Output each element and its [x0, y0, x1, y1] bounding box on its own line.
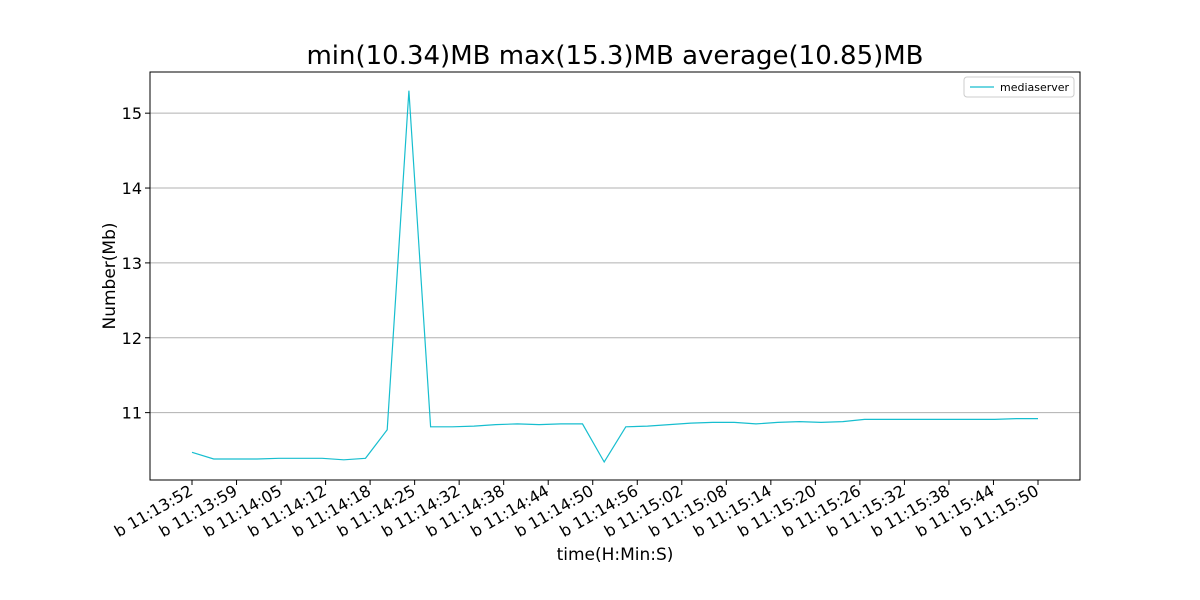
legend: mediaserver — [963, 76, 1075, 98]
y-tick-label: 15 — [122, 104, 142, 123]
series-layer — [191, 90, 1038, 464]
y-tick-label: 12 — [122, 329, 142, 348]
legend-label-mediaserver: mediaserver — [1000, 81, 1070, 94]
y-tick-label: 13 — [122, 254, 142, 273]
y-tick-label: 14 — [122, 179, 142, 198]
series-line-mediaserver — [191, 90, 1038, 464]
chart-title: min(10.34)MB max(15.3)MB average(10.85)M… — [306, 41, 923, 71]
grid — [150, 112, 1080, 414]
legend-box — [963, 76, 1075, 98]
y-tick-label: 11 — [122, 404, 142, 423]
x-axis: b 11:13:52b 11:13:59b 11:14:05b 11:14:12… — [111, 480, 1042, 541]
x-axis-label: time(H:Min:S) — [557, 545, 674, 565]
y-axis: 11 12 13 14 15 — [122, 104, 150, 423]
y-axis-label: Number(Mb) — [100, 222, 120, 329]
plot-frame — [149, 71, 1081, 481]
